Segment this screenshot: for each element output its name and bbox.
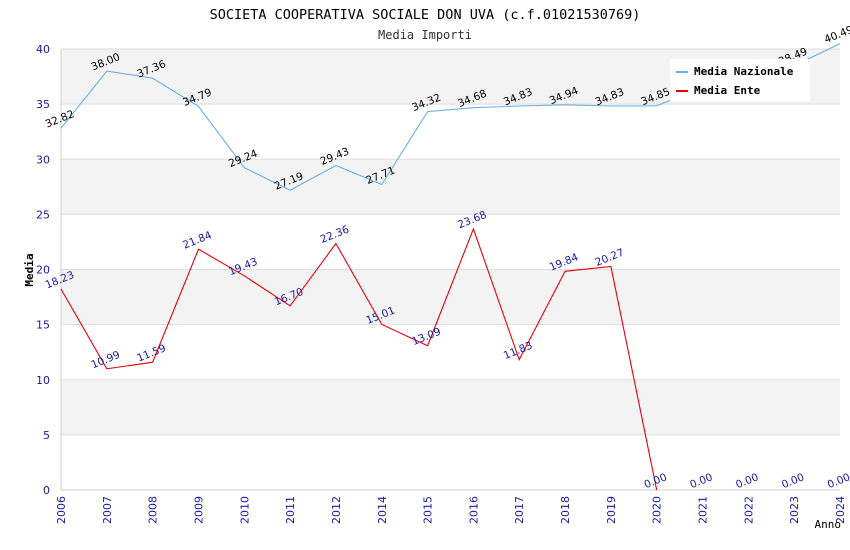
legend-box: [670, 59, 810, 101]
x-tick-label: 2011: [284, 496, 297, 524]
data-label-media-ente: 20.27: [594, 247, 626, 269]
y-axis-label: Media: [23, 253, 36, 286]
x-tick-label: 2021: [697, 496, 710, 524]
data-label-media-nazionale: 40.49: [823, 24, 850, 46]
x-tick-label: 2018: [559, 496, 572, 524]
data-label-media-ente: 0.00: [642, 471, 668, 491]
x-tick-label: 2022: [742, 496, 755, 524]
y-tick-label: 10: [36, 374, 50, 387]
y-tick-label: 35: [36, 98, 50, 111]
series-line-media-ente: [60, 227, 658, 491]
grid-band: [61, 379, 840, 435]
x-tick-label: 2015: [422, 496, 435, 524]
x-axis-label: Anno: [815, 518, 842, 531]
chart-title: SOCIETA COOPERATIVA SOCIALE DON UVA (c.f…: [210, 7, 641, 23]
x-tick-label: 2019: [605, 496, 618, 524]
y-tick-label: 5: [43, 429, 50, 442]
x-tick-label: 2016: [467, 496, 480, 524]
x-tick-label: 2020: [651, 496, 664, 524]
x-tick-label: 2009: [192, 496, 205, 524]
x-tick-label: 2008: [147, 496, 160, 524]
y-tick-label: 30: [36, 153, 50, 166]
data-label-media-ente: 0.00: [780, 471, 806, 491]
data-label-media-ente: 0.00: [734, 471, 760, 491]
y-tick-label: 15: [36, 319, 50, 332]
x-tick-label: 2007: [101, 496, 114, 524]
x-tick-label: 2023: [788, 496, 801, 524]
axes: [60, 49, 840, 491]
y-tick-label: 25: [36, 208, 50, 221]
data-label-media-nazionale: 32.82: [44, 108, 76, 130]
y-tick-label: 40: [36, 43, 50, 56]
data-label-media-ente: 11.59: [135, 342, 167, 364]
x-tick-label: 2006: [55, 496, 68, 524]
grid-bands: [61, 49, 840, 435]
grid-band: [61, 269, 840, 325]
x-tick-label: 2017: [513, 496, 526, 524]
y-tick-label: 20: [36, 264, 50, 277]
data-label-media-ente: 22.36: [319, 223, 352, 246]
x-axis-ticks: 2006 2007 2008 2009 2010 2011 2012 2014 2015 2016…: [55, 496, 847, 524]
x-tick-label: 2012: [330, 496, 343, 524]
grid-band: [61, 159, 840, 215]
x-tick-label: 2014: [376, 496, 389, 524]
y-tick-label: 0: [43, 484, 50, 497]
legend-label-media-ente: Media Ente: [694, 84, 761, 97]
x-tick-label: 2024: [834, 496, 847, 524]
data-label-media-ente: 21.84: [181, 229, 214, 252]
x-tick-label: 2010: [238, 496, 251, 524]
legend: Media Nazionale Media Ente: [670, 59, 810, 101]
legend-label-media-nazionale: Media Nazionale: [694, 65, 794, 78]
chart-subtitle: Media Importi: [378, 28, 472, 42]
data-label-media-ente: 11.83: [502, 340, 534, 362]
y-axis-ticks: 0 5 10 15 20 25 30 35 40: [36, 43, 50, 497]
data-label-media-ente: 0.00: [688, 471, 714, 491]
data-label-media-ente: 0.00: [826, 471, 850, 491]
